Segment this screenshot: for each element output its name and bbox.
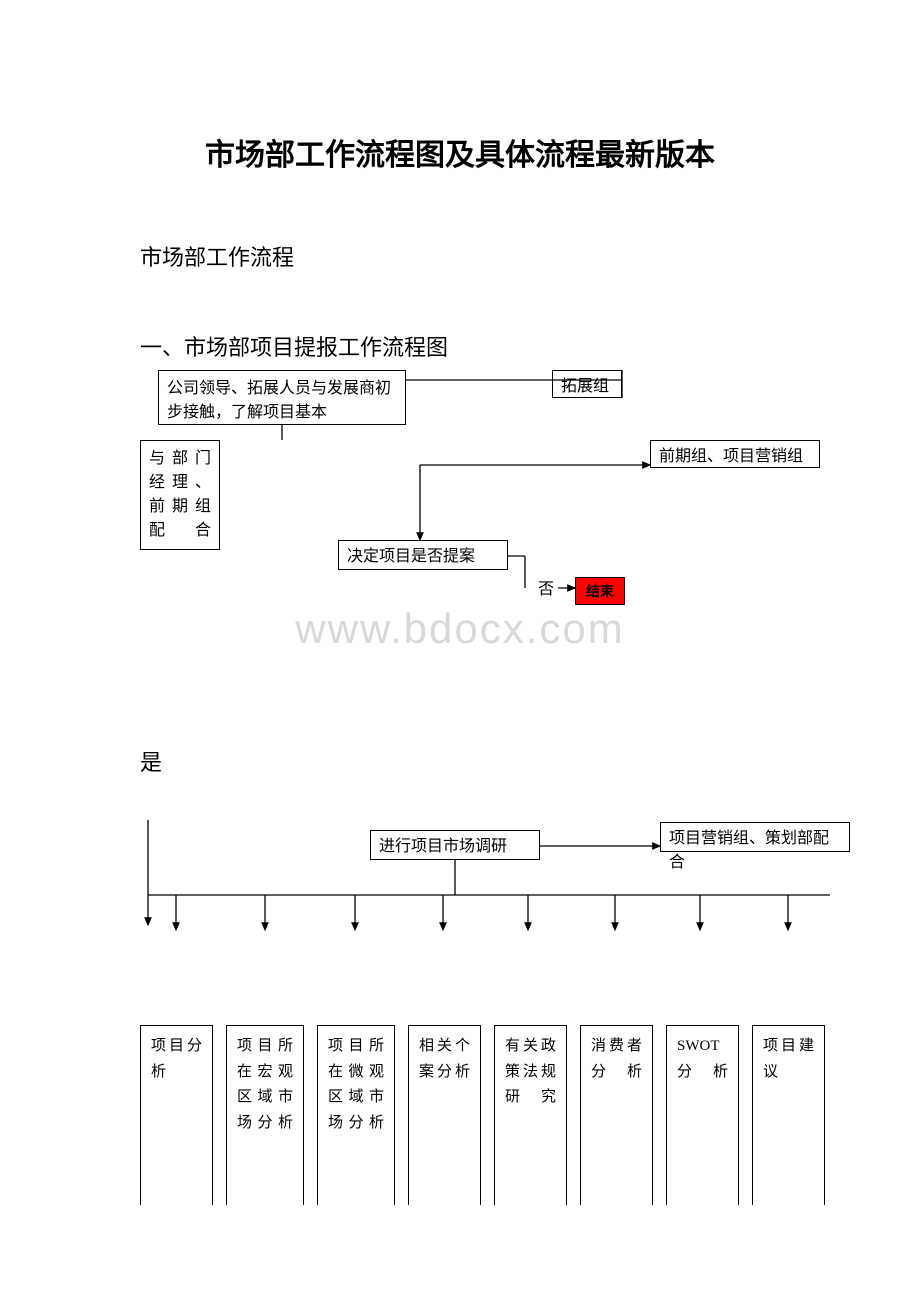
label-no: 否 xyxy=(538,575,554,599)
flowchart-research: 进行项目市场调研 xyxy=(370,830,540,860)
subtitle-text: 市场部工作流程 xyxy=(140,240,294,272)
bottom-box-5: 消费者分析 xyxy=(580,1025,653,1205)
label-yes: 是 xyxy=(140,745,162,777)
bottom-box-7: 项目建议 xyxy=(752,1025,825,1205)
flowchart-step2-right: 前期组、项目营销组 xyxy=(650,440,820,468)
bottom-box-0: 项目分析 xyxy=(140,1025,213,1205)
bottom-box-2: 项目所在微观区域市场分析 xyxy=(317,1025,395,1205)
bottom-box-3: 相关个案分析 xyxy=(408,1025,481,1205)
bottom-box-1: 项目所在宏观区域市场分析 xyxy=(226,1025,304,1205)
page-title: 市场部工作流程图及具体流程最新版本 xyxy=(0,130,920,174)
flowchart-step2-left: 与部门经理、前期组配合 xyxy=(140,440,220,550)
flowchart-decision: 决定项目是否提案 xyxy=(338,540,508,570)
watermark-text: www.bdocx.com xyxy=(0,605,920,653)
section-heading: 一、市场部项目提报工作流程图 xyxy=(140,330,448,362)
document-page: www.bdocx.com 市场部工作流程图及具体流程最新版本 市场部工作流程 … xyxy=(0,0,920,1302)
bottom-boxes-row: 项目分析 项目所在宏观区域市场分析 项目所在微观区域市场分析 相关个案分析 有关… xyxy=(140,1025,825,1205)
flowchart-step1-role: 拓展组 xyxy=(552,370,622,398)
flowchart-research-role: 项目营销组、策划部配合 xyxy=(660,822,850,852)
bottom-box-4: 有关政策法规研究 xyxy=(494,1025,567,1205)
bottom-box-6: SWOT分析 xyxy=(666,1025,739,1205)
flowchart-end: 结束 xyxy=(575,577,625,605)
flowchart-step1: 公司领导、拓展人员与发展商初步接触，了解项目基本 xyxy=(158,370,406,425)
